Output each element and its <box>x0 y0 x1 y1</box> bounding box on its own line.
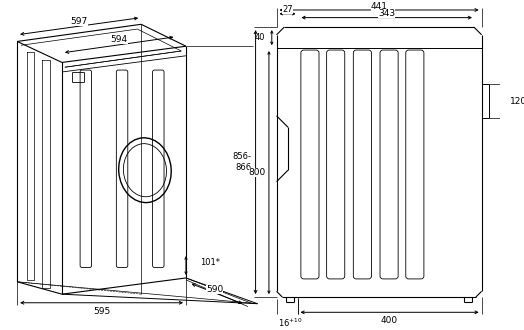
Text: 800: 800 <box>249 168 266 177</box>
Text: 590: 590 <box>206 285 223 294</box>
Text: 27: 27 <box>282 5 293 14</box>
Text: 441: 441 <box>370 2 388 11</box>
Text: 595: 595 <box>93 307 110 315</box>
Text: 120: 120 <box>510 97 524 106</box>
Text: 400: 400 <box>381 316 398 325</box>
Text: 597: 597 <box>71 17 88 26</box>
Text: 16$^{+10}$: 16$^{+10}$ <box>278 316 303 328</box>
Text: 856-
866: 856- 866 <box>233 152 252 172</box>
Text: 40: 40 <box>255 33 265 42</box>
Text: 594: 594 <box>111 35 128 44</box>
Text: 343: 343 <box>378 9 395 18</box>
Text: 101*: 101* <box>200 258 220 267</box>
